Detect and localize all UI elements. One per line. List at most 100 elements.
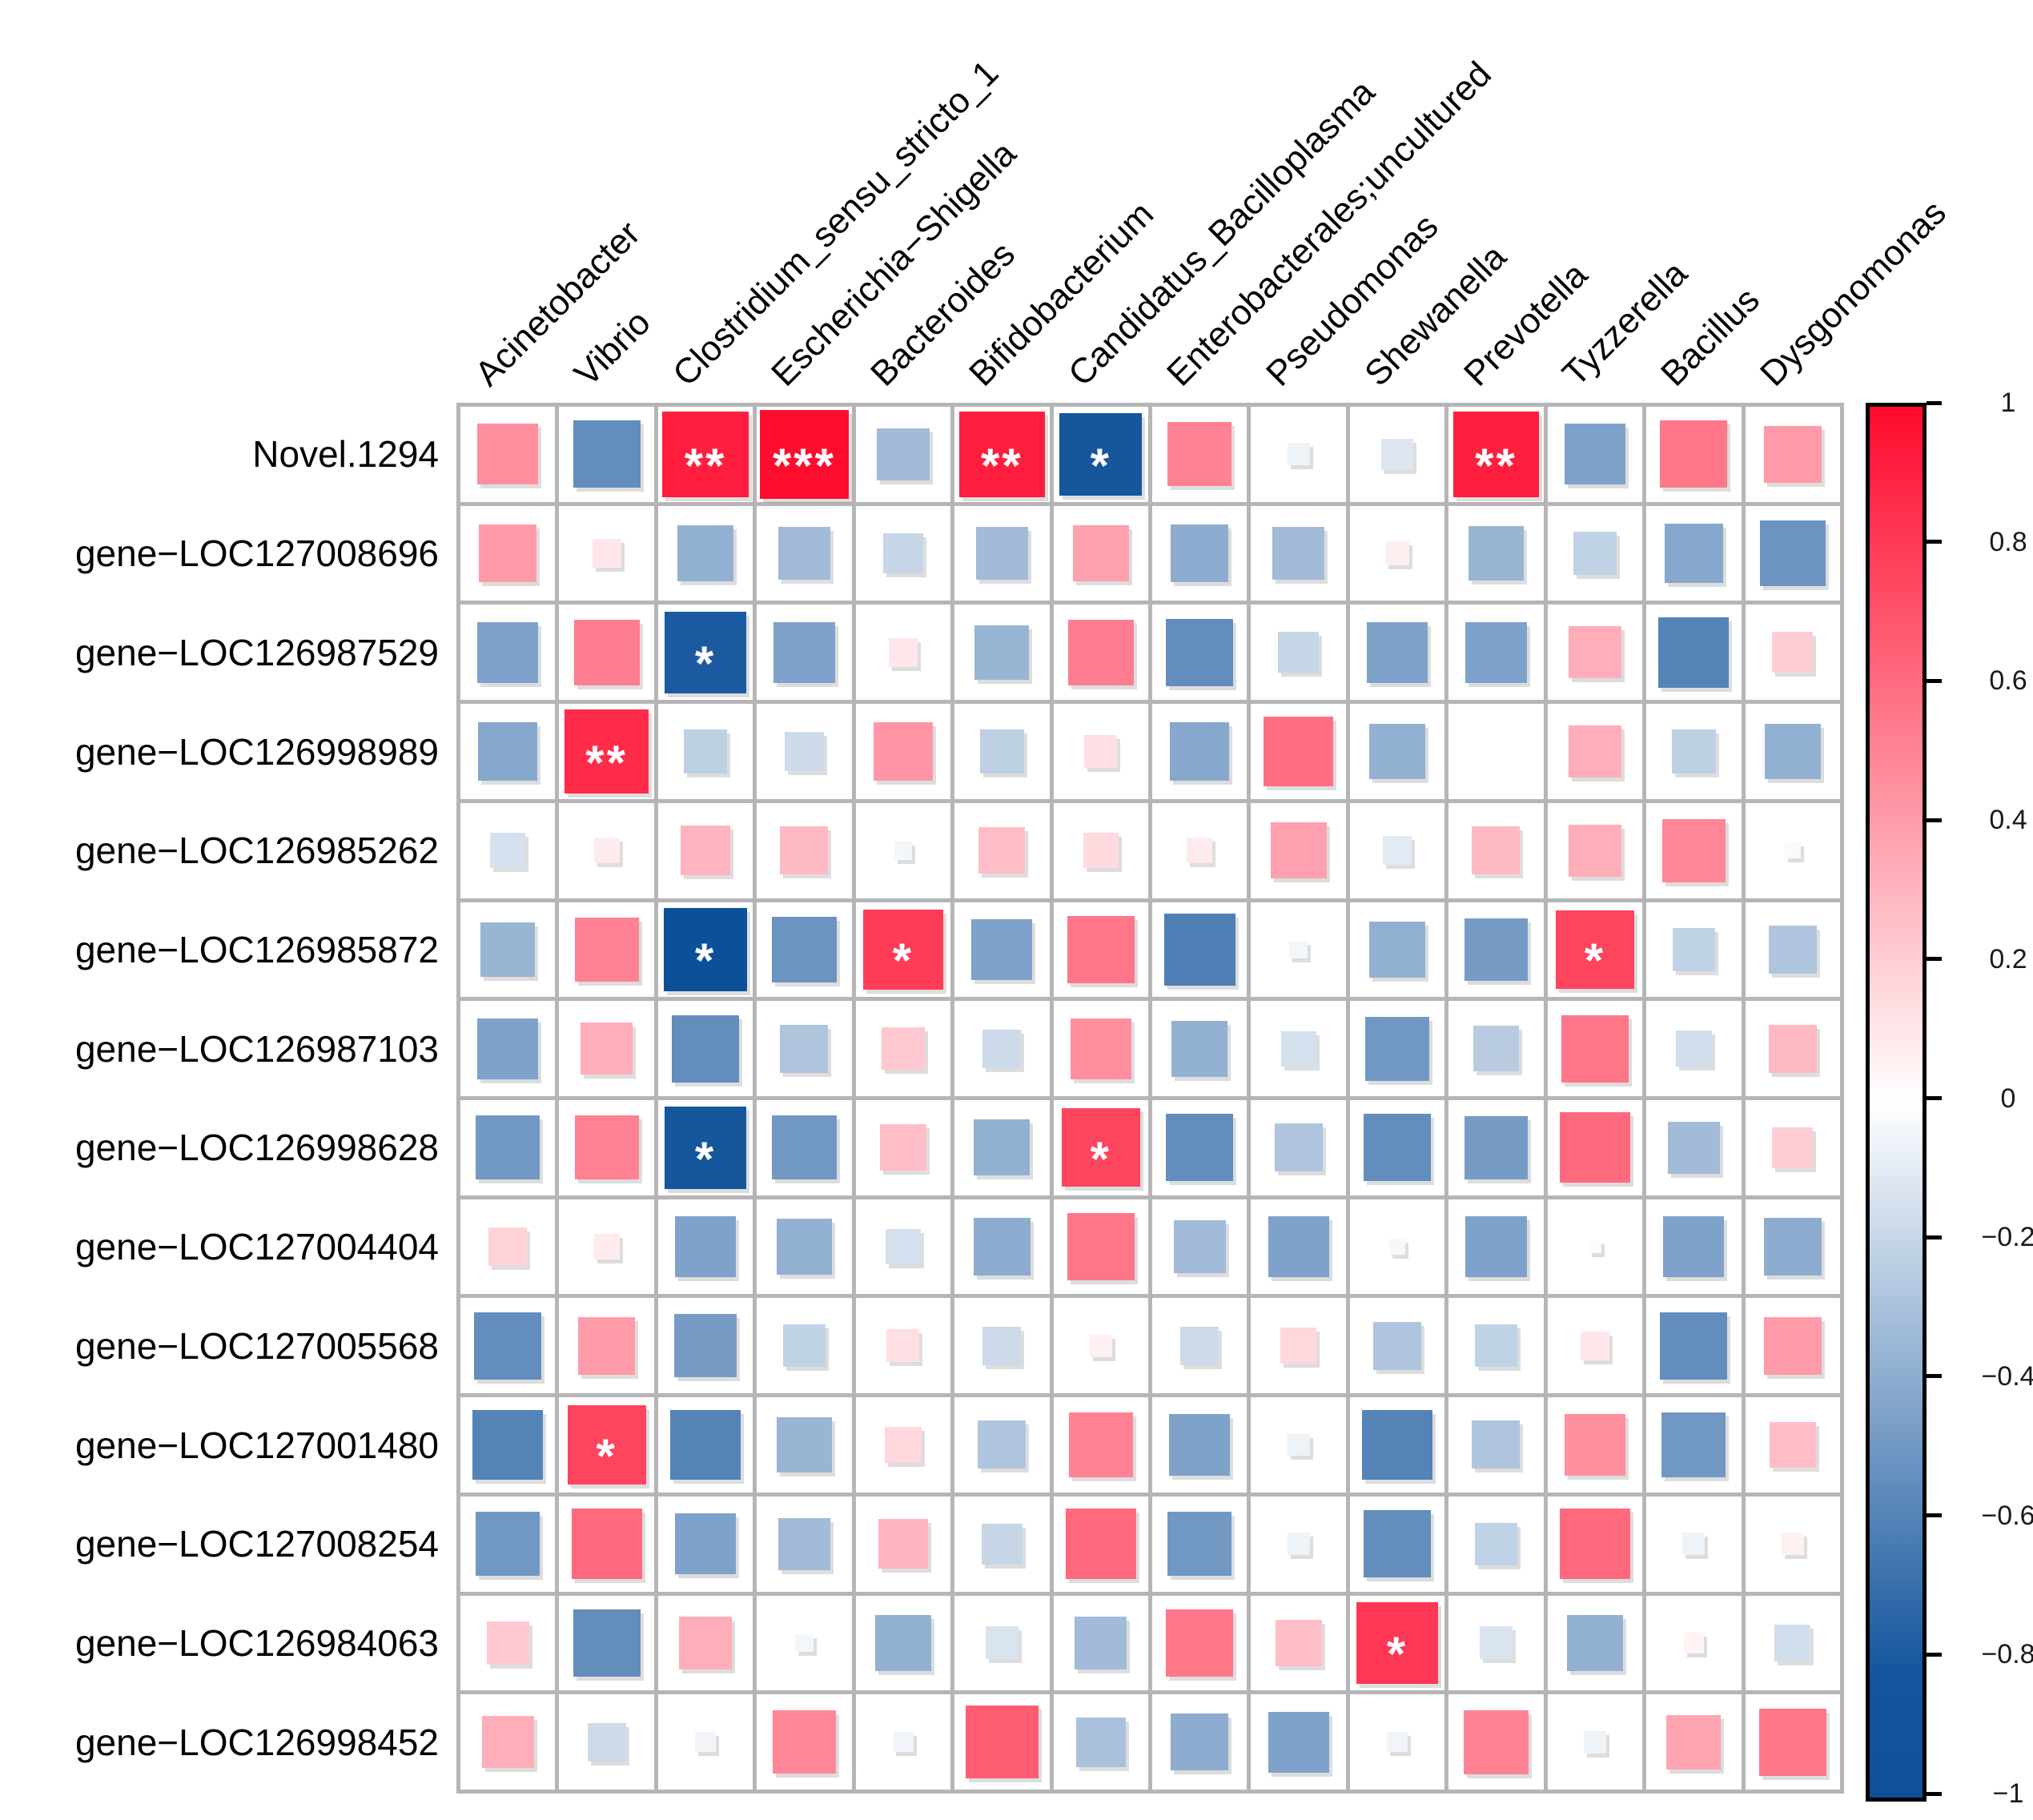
matrix-cell xyxy=(954,1100,1050,1195)
correlation-square xyxy=(1561,1014,1629,1083)
matrix-cell xyxy=(1349,1397,1445,1493)
matrix-cell xyxy=(954,1694,1050,1790)
matrix-cell xyxy=(1152,1595,1248,1691)
matrix-cell xyxy=(559,505,654,601)
matrix-cell xyxy=(460,505,556,601)
matrix-cell xyxy=(460,1001,556,1096)
matrix-cell xyxy=(1349,1199,1445,1295)
correlation-square xyxy=(1389,1239,1405,1255)
matrix-cell xyxy=(1448,902,1544,998)
colorbar-tick-label: −0.6 xyxy=(1981,1501,2033,1531)
correlation-square xyxy=(675,1513,737,1575)
matrix-cell xyxy=(757,1496,852,1592)
matrix-cell xyxy=(1251,1496,1346,1592)
correlation-square xyxy=(1167,1512,1232,1577)
matrix-cell xyxy=(1152,802,1248,898)
correlation-square xyxy=(477,621,539,683)
correlation-square xyxy=(490,833,526,869)
matrix-cell xyxy=(559,1595,654,1691)
matrix-cell xyxy=(1646,407,1742,502)
matrix-cell xyxy=(1745,902,1840,998)
correlation-square xyxy=(1584,1730,1606,1754)
correlation-square xyxy=(1072,525,1129,581)
colorbar-tick xyxy=(1927,957,1942,961)
matrix-cell xyxy=(1152,902,1248,998)
correlation-square xyxy=(978,827,1026,874)
correlation-square xyxy=(1385,541,1410,566)
matrix-cell xyxy=(559,802,654,898)
correlation-square xyxy=(1167,422,1232,487)
matrix-cell xyxy=(855,1001,951,1096)
correlation-square xyxy=(1163,914,1235,986)
correlation-square xyxy=(777,1417,832,1472)
matrix-cell xyxy=(1448,1694,1544,1790)
correlation-square xyxy=(1264,717,1333,786)
correlation-square xyxy=(773,621,835,683)
correlation-square xyxy=(1772,632,1814,673)
matrix-cell xyxy=(1251,505,1346,601)
matrix-cell xyxy=(1053,605,1148,701)
matrix-cell xyxy=(954,1298,1050,1394)
correlation-square xyxy=(1369,921,1425,978)
matrix-cell xyxy=(1349,605,1445,701)
matrix-cell xyxy=(1152,1001,1248,1096)
matrix-cell xyxy=(1646,902,1742,998)
correlation-square xyxy=(1289,940,1308,959)
matrix-cell xyxy=(559,1298,654,1394)
correlation-square xyxy=(1566,1614,1623,1671)
row-label: gene−LOC126998628 xyxy=(74,1127,439,1168)
correlation-square xyxy=(877,428,930,480)
matrix-cell xyxy=(954,1496,1050,1592)
matrix-cell xyxy=(657,1298,753,1394)
correlation-square xyxy=(472,1409,544,1481)
column-label: Pseudomonas xyxy=(1259,207,1446,394)
matrix-cell xyxy=(1152,605,1248,701)
matrix-cell xyxy=(559,1100,654,1195)
colorbar-tick xyxy=(1927,1653,1942,1657)
matrix-cell xyxy=(1646,1100,1742,1195)
correlation-square xyxy=(573,619,640,685)
matrix-cell xyxy=(1646,802,1742,898)
matrix-cell xyxy=(1053,704,1148,799)
matrix-cell xyxy=(1745,802,1840,898)
correlation-square xyxy=(1675,1030,1713,1067)
matrix-cell xyxy=(1251,1595,1346,1691)
matrix-cell xyxy=(1448,1298,1544,1394)
matrix-cell xyxy=(1745,1199,1840,1295)
correlation-square xyxy=(1472,1420,1521,1469)
correlation-square xyxy=(587,1722,626,1762)
matrix-cell xyxy=(460,1298,556,1394)
matrix-cell xyxy=(1152,1496,1248,1592)
correlation-square xyxy=(1067,915,1135,983)
correlation-square xyxy=(1171,1020,1228,1077)
correlation-square xyxy=(662,411,749,498)
matrix-cell xyxy=(1448,1496,1544,1592)
correlation-square xyxy=(885,1229,921,1264)
matrix-cell xyxy=(1745,1001,1840,1096)
correlation-square xyxy=(1381,438,1413,470)
correlation-square xyxy=(1287,443,1310,466)
matrix-cell xyxy=(1053,505,1148,601)
matrix-cell xyxy=(1152,1199,1248,1295)
correlation-square xyxy=(971,918,1033,980)
correlation-square xyxy=(759,409,850,500)
correlation-square xyxy=(481,1716,534,1769)
correlation-square xyxy=(862,909,944,990)
matrix-cell xyxy=(1745,605,1840,701)
matrix-cell xyxy=(460,704,556,799)
matrix-cell xyxy=(460,407,556,502)
matrix-cell xyxy=(855,1298,951,1394)
matrix-cell xyxy=(460,1694,556,1790)
correlation-square xyxy=(1070,1018,1131,1079)
correlation-square xyxy=(1362,1409,1432,1481)
correlation-square xyxy=(965,1705,1039,1779)
correlation-square xyxy=(474,1312,542,1380)
matrix-cell xyxy=(1547,1199,1643,1295)
correlation-square xyxy=(679,1617,732,1669)
correlation-square xyxy=(1465,1216,1527,1278)
matrix-cell xyxy=(757,902,852,998)
correlation-square xyxy=(893,1731,914,1753)
correlation-square xyxy=(1569,824,1621,877)
matrix-cell xyxy=(1547,1595,1643,1691)
matrix-cell xyxy=(1349,802,1445,898)
